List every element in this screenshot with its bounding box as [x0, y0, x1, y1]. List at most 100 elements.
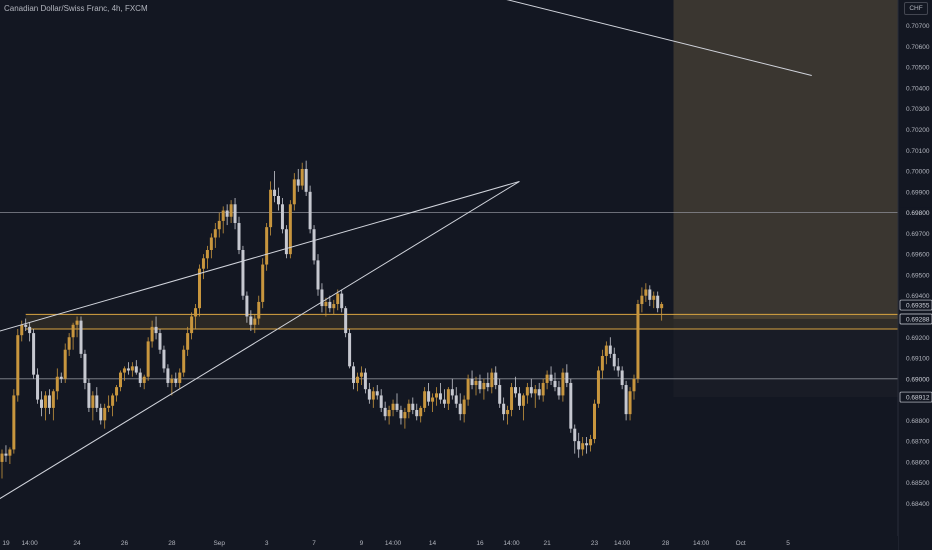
candle-body: [257, 301, 261, 319]
candle-body: [174, 378, 178, 383]
candle: [454, 387, 458, 408]
candle: [379, 389, 383, 413]
candle: [245, 291, 249, 323]
candle-body: [490, 372, 494, 388]
price-tick-label: 0.69500: [906, 272, 930, 279]
candle: [95, 387, 99, 413]
candle-body: [478, 380, 482, 390]
candle-body: [241, 249, 245, 296]
candle: [296, 168, 300, 192]
candle-body: [612, 353, 616, 367]
candle-body: [221, 210, 225, 221]
candle-body: [348, 333, 352, 367]
candle-body: [502, 403, 506, 415]
candle: [557, 380, 561, 400]
candle-body: [450, 389, 454, 396]
time-tick-label: 7: [312, 540, 316, 547]
candle: [553, 372, 557, 392]
candle-body: [525, 387, 529, 396]
candle-body: [517, 393, 521, 406]
candle: [12, 389, 16, 454]
candle-body: [24, 324, 28, 327]
candle-body: [616, 366, 620, 371]
candle: [415, 403, 419, 421]
time-tick-label: Sep: [213, 540, 225, 547]
candle: [596, 366, 600, 408]
candle-body: [280, 204, 284, 230]
time-tick-label: 23: [591, 540, 599, 547]
price-tick-label: 0.68700: [906, 439, 930, 446]
candle: [446, 387, 450, 410]
candle: [565, 364, 569, 388]
candle: [356, 372, 359, 392]
candle: [431, 393, 435, 413]
candle: [8, 447, 12, 464]
candle: [142, 374, 146, 390]
time-tick-label: 28: [662, 540, 670, 547]
trendline: [0, 181, 520, 500]
candle: [71, 322, 75, 350]
candle: [660, 301, 664, 321]
candle: [427, 382, 431, 406]
candle: [458, 393, 462, 421]
candle-body: [336, 293, 340, 305]
candle: [237, 216, 241, 255]
candle-body: [585, 443, 589, 446]
price-tick-label: 0.70100: [906, 148, 930, 155]
candle-body: [628, 391, 632, 415]
candle-body: [138, 372, 142, 383]
candle: [249, 310, 253, 332]
price-tick-label: 0.70000: [906, 169, 930, 176]
time-tick-label: 21: [543, 540, 551, 547]
candle-body: [442, 399, 446, 404]
candle: [40, 391, 43, 417]
currency-badge[interactable]: CHF: [904, 2, 928, 15]
candle: [383, 401, 387, 421]
candle-body: [316, 260, 320, 290]
candle-body: [383, 407, 387, 417]
candle-body: [541, 382, 545, 396]
candle: [359, 366, 363, 386]
candle: [510, 382, 514, 417]
candle-body: [371, 391, 375, 400]
candle: [514, 376, 517, 398]
time-tick-label: 3: [265, 540, 269, 547]
candle: [292, 173, 296, 211]
candle: [126, 362, 130, 375]
candle: [367, 382, 371, 404]
candle-body: [126, 368, 130, 371]
candle: [529, 378, 533, 398]
candle: [656, 291, 660, 313]
candle: [573, 424, 577, 454]
candle-body: [435, 393, 438, 398]
candle-body: [656, 295, 660, 309]
candle-body: [79, 320, 83, 354]
candle-body: [652, 295, 656, 300]
price-tick-label: 0.70600: [906, 44, 930, 51]
time-tick-label: 28: [168, 540, 176, 547]
candle-body: [87, 382, 91, 408]
candle-body: [577, 441, 581, 450]
candle-body: [486, 382, 490, 388]
price-tick-label: 0.70300: [906, 106, 930, 113]
candle: [43, 391, 47, 421]
candle-body: [356, 376, 359, 383]
candle: [403, 407, 407, 429]
price-label-box: [899, 299, 932, 311]
candle-body: [593, 403, 596, 440]
candle: [265, 222, 269, 271]
candle-body: [636, 304, 640, 379]
time-tick-label: 16: [476, 540, 484, 547]
candle-body: [217, 220, 221, 230]
time-axis[interactable]: 19 14:00 24 26 28 Sep 3 7 9 14:00 14 16 14:00 21 23 14:…: [0, 536, 898, 550]
candle: [371, 387, 375, 408]
candle: [304, 160, 308, 196]
candle: [581, 436, 585, 456]
candle: [490, 368, 494, 394]
price-axis[interactable]: 0.70700 0.70600 0.70500 0.70400 0.70300 0.702…: [897, 0, 932, 550]
candle: [600, 349, 604, 379]
trendlines[interactable]: [0, 0, 812, 512]
candle-body: [446, 389, 450, 404]
candle-body: [122, 368, 126, 373]
